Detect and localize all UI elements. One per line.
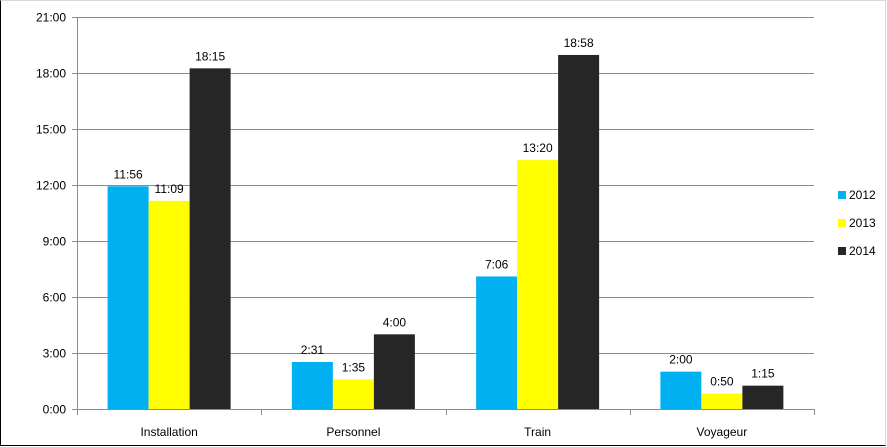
data-label: 2:00 bbox=[669, 353, 693, 367]
bar-2014-voyageur bbox=[742, 385, 784, 409]
y-tick-label: 12:00 bbox=[36, 179, 66, 193]
bar-2013-personnel bbox=[332, 379, 374, 409]
y-tick-label: 21:00 bbox=[36, 11, 66, 25]
y-tick-label: 9:00 bbox=[43, 235, 67, 249]
data-label: 18:15 bbox=[195, 49, 225, 63]
bar-2014-personnel bbox=[373, 334, 415, 409]
bar-2013-voyageur bbox=[701, 393, 743, 409]
bar-2012-train bbox=[476, 276, 518, 409]
y-tick-label: 18:00 bbox=[36, 67, 66, 81]
data-label: 4:00 bbox=[383, 315, 407, 329]
bars bbox=[107, 54, 784, 409]
bar-2012-installation bbox=[107, 186, 149, 409]
legend-label-2014: 2014 bbox=[849, 244, 876, 258]
axes: 0:00 3:00 6:00 9:00 12:00 15:00 18:00 21:00 Inst… bbox=[36, 11, 815, 439]
x-category-label: Installation bbox=[140, 425, 197, 439]
legend-swatch-2013 bbox=[838, 219, 846, 227]
data-labels: 11:56 2:31 7:06 2:00 11:09 1:35 13:20 0:50 18:15… bbox=[114, 36, 775, 389]
bar-2014-train bbox=[558, 54, 600, 409]
x-category-label: Train bbox=[524, 425, 551, 439]
data-label: 1:15 bbox=[751, 367, 775, 381]
legend-swatch-2012 bbox=[838, 191, 846, 199]
data-label: 0:50 bbox=[710, 374, 734, 388]
data-label: 11:56 bbox=[114, 167, 143, 181]
y-tick-label: 0:00 bbox=[43, 403, 67, 417]
bar-2012-personnel bbox=[291, 362, 333, 409]
bar-2013-train bbox=[517, 160, 559, 409]
data-label: 13:20 bbox=[523, 141, 553, 155]
data-label: 11:09 bbox=[155, 182, 184, 196]
y-tick-label: 6:00 bbox=[43, 291, 67, 305]
bar-2012-voyageur bbox=[660, 371, 702, 409]
data-label: 7:06 bbox=[485, 257, 509, 271]
bar-2014-installation bbox=[189, 68, 231, 409]
legend-label-2013: 2013 bbox=[849, 216, 876, 230]
legend: 2012 2013 2014 bbox=[838, 188, 876, 258]
legend-swatch-2014 bbox=[838, 247, 846, 255]
y-tick-label: 3:00 bbox=[43, 347, 67, 361]
data-label: 1:35 bbox=[342, 360, 366, 374]
y-tick-label: 15:00 bbox=[36, 123, 66, 137]
data-label: 18:58 bbox=[564, 36, 594, 50]
data-label: 2:31 bbox=[301, 343, 325, 357]
x-category-label: Voyageur bbox=[697, 425, 748, 439]
legend-label-2012: 2012 bbox=[849, 188, 876, 202]
bar-2013-installation bbox=[148, 200, 190, 409]
x-category-label: Personnel bbox=[326, 425, 380, 439]
